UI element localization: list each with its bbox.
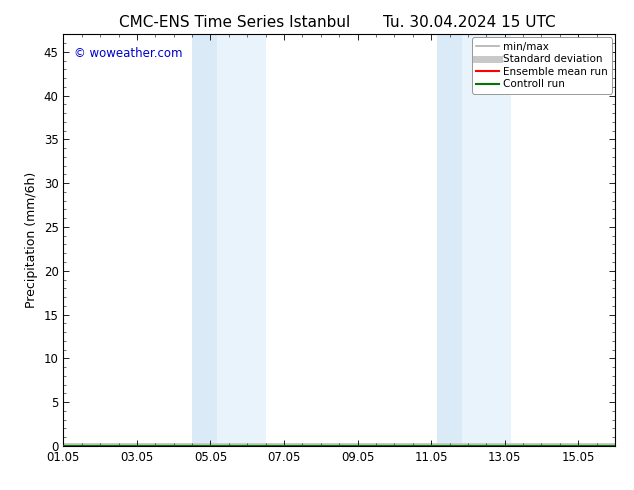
Text: Tu. 30.04.2024 15 UTC: Tu. 30.04.2024 15 UTC bbox=[383, 15, 555, 30]
Bar bbox=[462, 34, 511, 446]
Text: CMC-ENS Time Series Istanbul: CMC-ENS Time Series Istanbul bbox=[119, 15, 350, 30]
Bar bbox=[217, 34, 266, 446]
Title: CMC-ENS Time Series Istanbul     Tu. 30.04.2024 15 UTC: CMC-ENS Time Series Istanbul Tu. 30.04.2… bbox=[0, 489, 1, 490]
Legend: min/max, Standard deviation, Ensemble mean run, Controll run: min/max, Standard deviation, Ensemble me… bbox=[472, 37, 612, 94]
Y-axis label: Precipitation (mm/6h): Precipitation (mm/6h) bbox=[25, 172, 38, 308]
Bar bbox=[437, 34, 462, 446]
Bar bbox=[192, 34, 217, 446]
Text: © woweather.com: © woweather.com bbox=[74, 47, 183, 60]
